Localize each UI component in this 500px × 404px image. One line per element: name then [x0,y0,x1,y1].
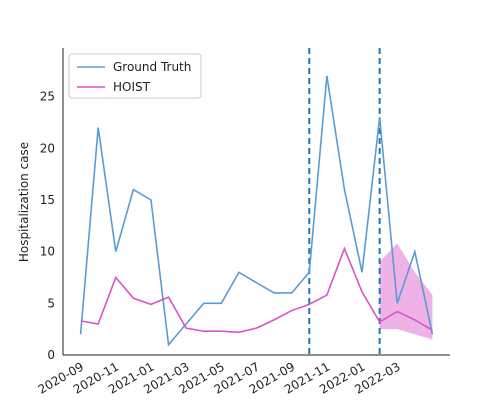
series-line [79,75,434,347]
legend-label: HOIST [113,80,151,94]
y-tick-label: 25 [40,90,55,104]
series-line [80,246,433,334]
y-tick-label: 0 [47,348,55,362]
legend-label: Ground Truth [113,60,191,74]
y-tick-label: 20 [40,141,55,155]
interval-band [379,243,433,340]
y-axis-label: Hospitalization case [17,142,31,262]
y-tick-label: 10 [40,245,55,259]
y-tick-label: 5 [47,296,55,310]
y-tick-label: 15 [40,193,55,207]
